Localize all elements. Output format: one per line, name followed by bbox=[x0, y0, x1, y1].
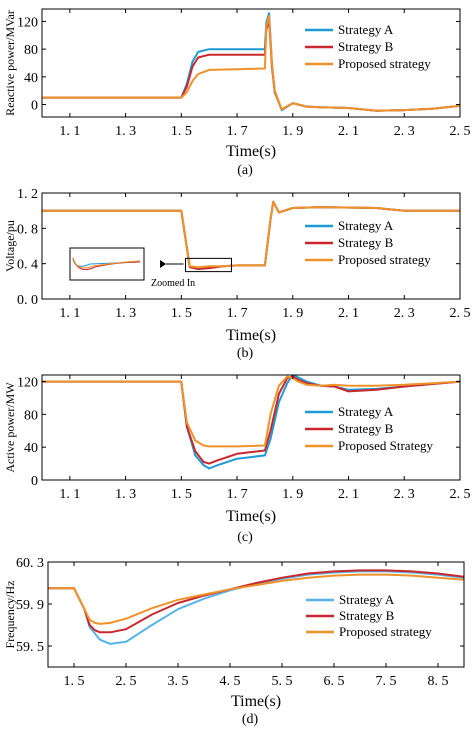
x-tick-label: 1. 5 bbox=[171, 487, 192, 502]
series-group bbox=[42, 375, 460, 470]
chart-panel-1: 1. 1 1. 3 1. 5 1. 7 1. 9 2. 1 2. 3 2. 5 1. 2 0. 8… bbox=[3, 187, 471, 361]
plot-frame bbox=[41, 192, 461, 300]
series-group bbox=[48, 569, 464, 645]
legend-label: Strategy A bbox=[338, 22, 394, 37]
y-tick-label: 40 bbox=[24, 71, 38, 86]
zoom-arrow-head bbox=[160, 260, 166, 268]
y-axis-label: Active power/MW bbox=[3, 382, 17, 473]
y-tick-label: 0. 0 bbox=[17, 293, 38, 308]
figure-caption: (c) bbox=[237, 530, 253, 545]
figure-caption: (b) bbox=[237, 346, 254, 361]
x-tick-label: 1. 7 bbox=[227, 124, 248, 139]
x-tick-label: 4. 5 bbox=[220, 674, 241, 689]
y-tick-label: 0 bbox=[31, 474, 38, 489]
y-tick-label: 0 bbox=[31, 99, 38, 114]
legend-label: Proposed strategy bbox=[339, 624, 432, 639]
legend-label: Strategy A bbox=[338, 404, 394, 419]
legend-label: Strategy A bbox=[339, 592, 395, 607]
x-axis-label: Time(s) bbox=[226, 143, 276, 160]
y-tick-label: 120 bbox=[17, 376, 38, 391]
y-tick-label: 59. 5 bbox=[16, 640, 44, 655]
series-line-1 bbox=[48, 569, 464, 634]
series-line-1 bbox=[42, 375, 460, 465]
series-line-2 bbox=[48, 573, 464, 625]
series-line-0 bbox=[42, 375, 460, 470]
series-group bbox=[42, 12, 460, 112]
legend-label: Strategy B bbox=[338, 235, 394, 250]
legend-label: Proposed Strategy bbox=[338, 438, 433, 453]
y-axis-label: Frequency/Hz bbox=[3, 581, 17, 649]
y-tick-label: 80 bbox=[24, 408, 38, 423]
y-tick-label: 60. 3 bbox=[16, 556, 44, 571]
y-tick-label: 120 bbox=[17, 15, 38, 30]
y-tick-label: 0. 4 bbox=[17, 258, 38, 273]
y-axis-label: Reactive power/MVar bbox=[3, 10, 17, 116]
x-tick-label: 2. 3 bbox=[394, 124, 415, 139]
x-tick-label: 2. 1 bbox=[338, 306, 359, 321]
zoom-box bbox=[185, 257, 232, 273]
chart-panel-0: 1. 1 1. 3 1. 5 1. 7 1. 9 2. 1 2. 3 2. 5 120 80 40 0… bbox=[3, 8, 471, 178]
x-tick-label: 1. 7 bbox=[227, 306, 248, 321]
x-tick-label: 1. 1 bbox=[59, 487, 80, 502]
x-tick-label: 5. 5 bbox=[272, 674, 293, 689]
x-axis-label: Time(s) bbox=[231, 693, 281, 710]
legend-label: Strategy B bbox=[338, 421, 394, 436]
x-tick-label: 2. 5 bbox=[450, 487, 471, 502]
y-tick-label: 1. 2 bbox=[17, 187, 38, 202]
x-tick-label: 1. 7 bbox=[227, 487, 248, 502]
x-tick-label: 2. 5 bbox=[450, 306, 471, 321]
x-tick-label: 1. 3 bbox=[115, 306, 136, 321]
plot-frame bbox=[47, 561, 465, 668]
x-tick-label: 2. 1 bbox=[338, 124, 359, 139]
chart-panel-3: 1. 5 2. 5 3. 5 4. 5 5. 5 6. 5 7. 5 8. 5 60. 3 59.… bbox=[3, 556, 465, 727]
legend-label: Strategy B bbox=[338, 39, 394, 54]
y-tick-label: 59. 9 bbox=[16, 598, 44, 613]
x-tick-label: 1. 1 bbox=[59, 306, 80, 321]
x-tick-label: 1. 3 bbox=[115, 487, 136, 502]
x-tick-label: 1. 3 bbox=[115, 124, 136, 139]
x-tick-label: 1. 9 bbox=[282, 124, 303, 139]
figure-caption: (a) bbox=[237, 163, 253, 178]
x-tick-label: 1. 5 bbox=[171, 124, 192, 139]
x-tick-label: 1. 5 bbox=[171, 306, 192, 321]
x-tick-label: 7. 5 bbox=[376, 674, 397, 689]
x-tick-label: 2. 1 bbox=[338, 487, 359, 502]
chart-panel-2: 1. 1 1. 3 1. 5 1. 7 1. 9 2. 1 2. 3 2. 5 120 80 40 0… bbox=[3, 374, 471, 545]
x-tick-label: 3. 5 bbox=[168, 674, 189, 689]
legend-label: Strategy A bbox=[338, 218, 394, 233]
x-tick-label: 1. 9 bbox=[282, 487, 303, 502]
legend-label: Proposed strategy bbox=[338, 56, 431, 71]
plot-frame bbox=[41, 8, 461, 118]
legend-label: Proposed strategy bbox=[338, 252, 431, 267]
series-line-2 bbox=[42, 14, 460, 112]
zoom-annotation-label: Zoomed In bbox=[151, 278, 195, 289]
x-tick-label: 6. 5 bbox=[324, 674, 345, 689]
x-tick-label: 2. 3 bbox=[394, 487, 415, 502]
figure-caption: (d) bbox=[242, 712, 259, 727]
x-tick-label: 8. 5 bbox=[428, 674, 449, 689]
y-tick-label: 40 bbox=[24, 441, 38, 456]
x-tick-label: 2. 3 bbox=[394, 306, 415, 321]
y-axis-label: Voltage/pu bbox=[3, 220, 17, 272]
series-group bbox=[42, 200, 460, 270]
legend-label: Strategy B bbox=[339, 608, 395, 623]
x-tick-label: 1. 9 bbox=[282, 306, 303, 321]
series-line-2 bbox=[42, 375, 460, 448]
y-tick-label: 0. 8 bbox=[17, 222, 38, 237]
plot-frame bbox=[41, 374, 461, 481]
x-tick-label: 1. 5 bbox=[64, 674, 85, 689]
y-tick-label: 80 bbox=[24, 43, 38, 58]
x-axis-label: Time(s) bbox=[226, 508, 276, 525]
x-tick-label: 2. 5 bbox=[116, 674, 137, 689]
x-axis-label: Time(s) bbox=[226, 327, 276, 344]
x-tick-label: 2. 5 bbox=[450, 124, 471, 139]
x-tick-label: 1. 1 bbox=[59, 124, 80, 139]
series-line-2 bbox=[42, 200, 460, 269]
zoom-inset-trace-2 bbox=[72, 258, 141, 269]
zoom-inset-trace-0 bbox=[72, 259, 141, 267]
